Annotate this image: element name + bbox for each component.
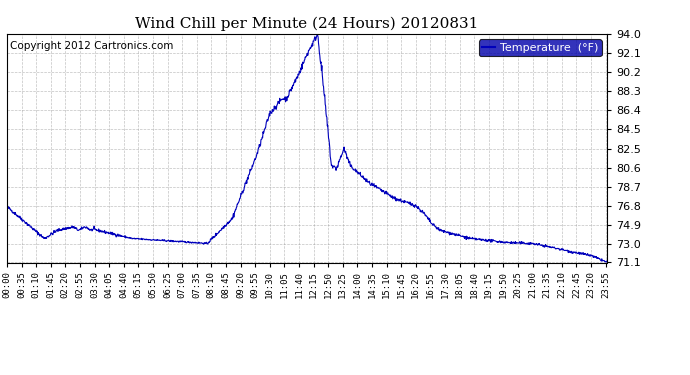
Text: Copyright 2012 Cartronics.com: Copyright 2012 Cartronics.com [10,40,173,51]
Title: Wind Chill per Minute (24 Hours) 20120831: Wind Chill per Minute (24 Hours) 2012083… [135,17,479,31]
Legend: Temperature  (°F): Temperature (°F) [479,39,602,56]
